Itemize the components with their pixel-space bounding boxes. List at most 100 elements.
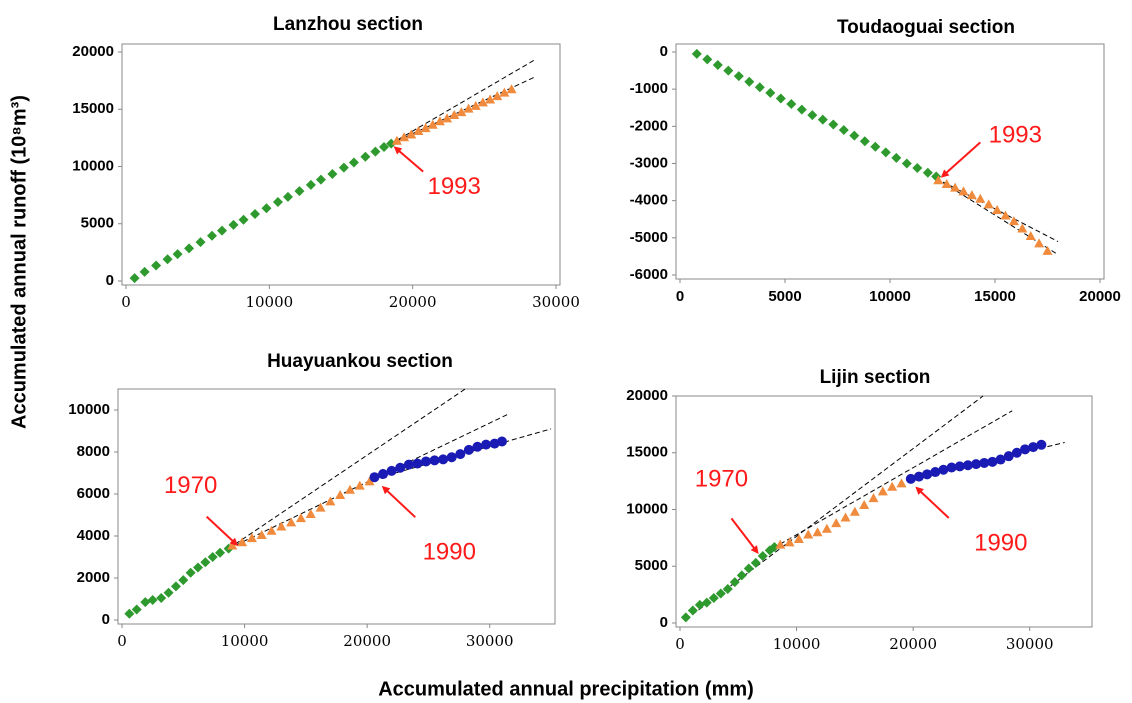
y-tick-label: -4000: [630, 192, 668, 209]
point: [733, 71, 744, 82]
point: [395, 462, 406, 473]
point: [178, 575, 189, 586]
y-tick-label: 5000: [635, 557, 668, 574]
point: [463, 103, 474, 113]
point: [215, 547, 226, 558]
point: [139, 266, 150, 277]
point: [877, 486, 888, 496]
point: [754, 82, 765, 93]
point: [506, 84, 517, 94]
point: [470, 100, 481, 110]
point: [364, 476, 375, 486]
point: [849, 130, 860, 141]
chart-title: Huayuankou section: [267, 351, 453, 372]
point: [941, 178, 952, 188]
point: [870, 141, 881, 152]
point: [162, 254, 173, 265]
y-tick-label: 4000: [77, 527, 110, 544]
y-tick-label: -5000: [630, 229, 668, 246]
point: [831, 518, 842, 528]
point: [887, 481, 898, 491]
point: [859, 499, 870, 509]
point: [305, 508, 316, 518]
y-tick-label: 0: [106, 272, 114, 289]
point: [151, 260, 162, 271]
point: [701, 597, 712, 608]
point: [958, 186, 969, 196]
point: [129, 273, 140, 284]
x-tick-label: 0: [675, 635, 685, 653]
point: [399, 132, 410, 142]
point: [413, 126, 424, 136]
point: [140, 597, 151, 608]
point: [207, 552, 218, 562]
y-tick-label: 2000: [77, 569, 110, 586]
point: [807, 110, 818, 121]
point: [406, 129, 417, 139]
point: [712, 60, 723, 71]
point: [840, 512, 851, 522]
point: [370, 146, 381, 157]
y-tick-label: 15000: [72, 100, 114, 117]
point: [378, 469, 389, 480]
point: [463, 444, 474, 455]
point: [715, 588, 726, 599]
x-tick-label: 20000: [1079, 288, 1121, 305]
point: [933, 175, 944, 185]
point: [1036, 439, 1047, 450]
point: [246, 533, 257, 543]
y-tick-label: 10000: [626, 500, 668, 517]
point: [987, 456, 998, 467]
annotation-arrow: [940, 141, 981, 178]
point: [796, 104, 807, 115]
point: [891, 152, 902, 163]
annotation-text: 1970: [164, 472, 217, 499]
x-tick-label: 5000: [768, 288, 801, 305]
point: [379, 142, 389, 153]
point: [434, 116, 445, 126]
point: [170, 581, 181, 592]
point: [992, 204, 1003, 214]
point: [743, 563, 754, 574]
x-tick-label: 20000: [389, 293, 437, 311]
y-tick-label: 10000: [68, 401, 110, 418]
point: [1000, 210, 1011, 220]
y-axis-label: Accumulated annual runoff (10⁸m³): [8, 95, 30, 429]
point: [325, 496, 336, 506]
point: [237, 537, 248, 547]
y-tick-label: 20000: [72, 43, 114, 60]
point: [217, 225, 228, 236]
point: [261, 203, 272, 214]
point: [228, 219, 239, 230]
point: [485, 94, 496, 104]
point: [1017, 223, 1028, 233]
point: [1020, 444, 1031, 455]
x-tick-label: 0: [117, 632, 127, 650]
chart-title: Toudaoguai section: [837, 17, 1015, 38]
x-tick-label: 10000: [221, 632, 269, 650]
point: [786, 99, 797, 110]
point: [456, 107, 467, 117]
x-tick-label: 10000: [245, 293, 293, 311]
point: [272, 196, 283, 207]
y-tick-label: 15000: [626, 444, 668, 461]
point: [124, 608, 135, 619]
point: [496, 436, 507, 447]
point: [327, 168, 338, 179]
annotation-arrow: [730, 517, 759, 554]
y-tick-label: 0: [660, 43, 668, 60]
point: [282, 191, 293, 202]
point: [769, 541, 780, 552]
y-tick-label: -1000: [630, 80, 668, 97]
point: [744, 76, 755, 87]
annotation-text: 1970: [695, 466, 748, 493]
x-tick-label: 30000: [532, 293, 580, 311]
point: [1028, 442, 1039, 453]
point: [775, 539, 786, 549]
point: [729, 577, 740, 588]
x-tick-label: 10000: [869, 288, 911, 305]
point: [429, 455, 440, 466]
x-tick-label: 0: [676, 288, 684, 305]
point: [975, 193, 986, 203]
point: [412, 458, 423, 469]
